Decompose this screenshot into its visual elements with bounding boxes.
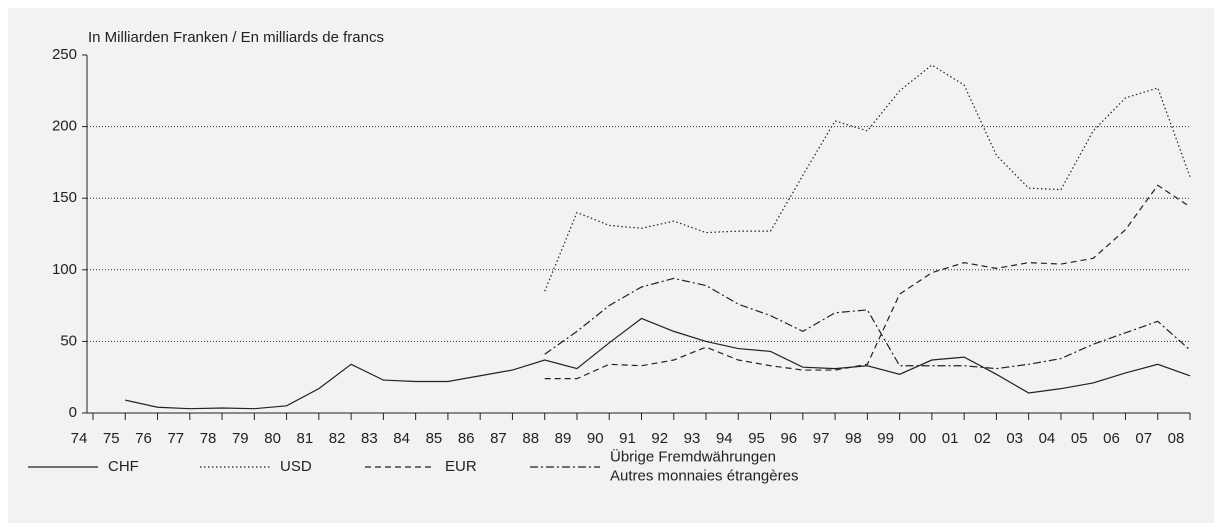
x-tick-label: 80 — [264, 430, 281, 447]
legend-label: Übrige Fremdwährungen — [610, 447, 776, 465]
x-tick-label: 90 — [587, 430, 604, 447]
x-tick-label: 05 — [1071, 430, 1088, 447]
y-tick-label: 250 — [52, 46, 77, 63]
x-tick-label: 98 — [845, 430, 862, 447]
x-tick-label: 96 — [780, 430, 797, 447]
y-tick-label: 50 — [60, 332, 77, 349]
legend-label: USD — [280, 458, 312, 475]
x-tick-label: 83 — [361, 430, 378, 447]
series-line — [544, 64, 1191, 292]
x-tick-label: 78 — [200, 430, 217, 447]
x-tick-label: 02 — [974, 430, 991, 447]
series-line — [544, 277, 1191, 370]
y-tick-label: 100 — [52, 261, 77, 278]
x-tick-label: 77 — [167, 430, 184, 447]
x-tick-label: 92 — [651, 430, 668, 447]
x-tick-label: 89 — [555, 430, 572, 447]
x-tick-label: 06 — [1103, 430, 1120, 447]
x-tick-label: 00 — [910, 430, 927, 447]
legend-label: CHF — [108, 458, 139, 475]
legend-label: EUR — [445, 458, 477, 475]
x-tick-label: 79 — [232, 430, 249, 447]
x-tick-label: 01 — [942, 430, 959, 447]
series-line — [125, 317, 1191, 410]
chart-panel — [8, 8, 1214, 523]
axis-title: In Milliarden Franken / En milliards de … — [88, 29, 384, 46]
legend-label: Autres monnaies étrangères — [610, 467, 798, 484]
x-tick-label: 87 — [490, 430, 507, 447]
x-tick-label: 88 — [522, 430, 539, 447]
x-tick-label: 93 — [684, 430, 701, 447]
x-tick-label: 95 — [748, 430, 765, 447]
x-tick-label: 99 — [877, 430, 894, 447]
y-tick-label: 0 — [69, 404, 77, 421]
x-tick-label: 74 — [71, 430, 88, 447]
x-tick-label: 97 — [813, 430, 830, 447]
x-tick-label: 04 — [1039, 430, 1056, 447]
x-tick-label: 07 — [1135, 430, 1152, 447]
y-tick-label: 200 — [52, 118, 77, 135]
x-tick-label: 81 — [297, 430, 314, 447]
y-tick-label: 150 — [52, 189, 77, 206]
x-tick-label: 86 — [458, 430, 475, 447]
x-tick-label: 75 — [103, 430, 120, 447]
x-tick-label: 85 — [426, 430, 443, 447]
series-line — [544, 184, 1191, 380]
x-tick-label: 08 — [1168, 430, 1185, 447]
x-tick-label: 91 — [619, 430, 636, 447]
x-tick-label: 84 — [393, 430, 410, 447]
x-tick-label: 03 — [1006, 430, 1023, 447]
x-tick-label: 94 — [716, 430, 733, 447]
x-tick-label: 76 — [135, 430, 152, 447]
x-tick-label: 82 — [329, 430, 346, 447]
